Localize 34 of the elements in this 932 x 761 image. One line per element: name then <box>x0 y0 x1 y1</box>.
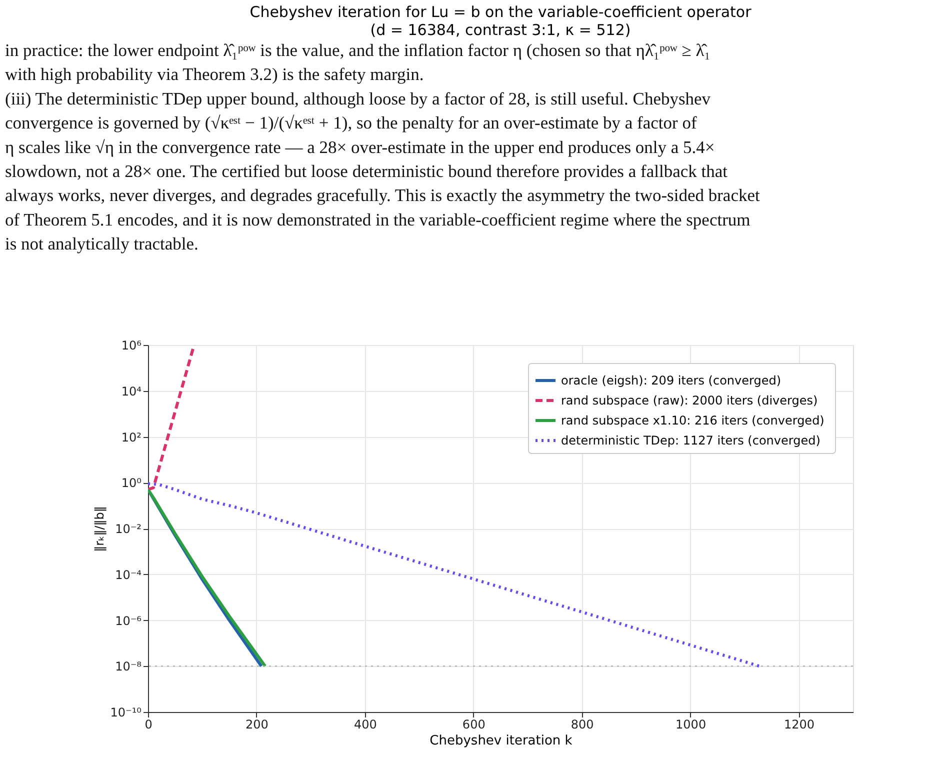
text: (iii) The deterministic TDep upper bound, although loose by a factor of 28, is still useful. Chebyshev <box>5 88 711 108</box>
chart-title: Chebyshev iteration for Lu = b on the variable-coefficient operator <box>250 3 752 21</box>
x-tick-label: 1200 <box>784 718 815 732</box>
text: η scales like √η in the convergence rate — a 28× over-estimate in the upper end produces only a 5.4× <box>5 136 715 157</box>
y-tick-label: 10⁻¹⁰ <box>110 706 142 720</box>
text: with high probability via Theorem 3.2) is the safety margin. <box>5 64 424 84</box>
y-tick-label: 10⁶ <box>121 338 142 352</box>
x-tick-label: 400 <box>354 718 377 732</box>
text: always works, never diverges, and degrades gracefully. This is exactly the asymmetry the two-sided bracket <box>5 185 760 206</box>
legend-label: deterministic TDep: 1127 iters (converged) <box>561 434 820 448</box>
x-tick-label: 800 <box>570 718 594 732</box>
y-tick-label: 10⁰ <box>121 476 142 490</box>
text: slowdown, not a 28× one. The certified but loose deterministic bound therefore provides a fallback that <box>5 161 728 181</box>
y-tick-label: 10⁻⁶ <box>115 614 142 628</box>
y-tick-label: 10⁻² <box>115 522 142 536</box>
text: convergence is governed by (√κᵉˢᵗ − 1)/(√κᵉˢᵗ + 1), so the penalty for an over-estimate by a factor of <box>5 112 697 133</box>
legend-label: oracle (eigsh): 209 iters (converged) <box>561 374 782 388</box>
y-tick-label: 10⁻⁴ <box>115 568 142 582</box>
line-series <box>148 482 761 668</box>
text: in practice: the lower endpoint λ̂₁ᵖᵒʷ is the value, and the inflation factor η (chosen so that ηλ̂₁ᵖᵒʷ ≥ λ̂₁ <box>5 40 710 60</box>
y-tick-label: 10⁴ <box>121 384 142 398</box>
x-tick-label: 600 <box>462 718 486 732</box>
x-tick-label: 1000 <box>676 718 706 732</box>
text: is not analytically tractable. <box>5 234 198 254</box>
chart-subtitle: (d = 16384, contrast 3:1, κ = 512) <box>370 21 631 39</box>
y-tick-label: 10² <box>121 430 142 444</box>
y-tick-label: 10⁻⁸ <box>115 660 142 674</box>
y-axis-title: ‖rₖ‖/‖b‖ <box>92 506 106 552</box>
x-tick-label: 200 <box>246 718 268 732</box>
legend-label: rand subspace (raw): 2000 iters (diverges) <box>561 394 818 408</box>
legend-label: rand subspace x1.10: 216 iters (converged) <box>561 414 824 428</box>
x-tick-label: 0 <box>144 718 152 732</box>
x-axis-title: Chebyshev iteration k <box>430 734 573 748</box>
text: of Theorem 5.1 encodes, and it is now demonstrated in the variable-coefficient regime where the spectrum <box>5 209 751 230</box>
